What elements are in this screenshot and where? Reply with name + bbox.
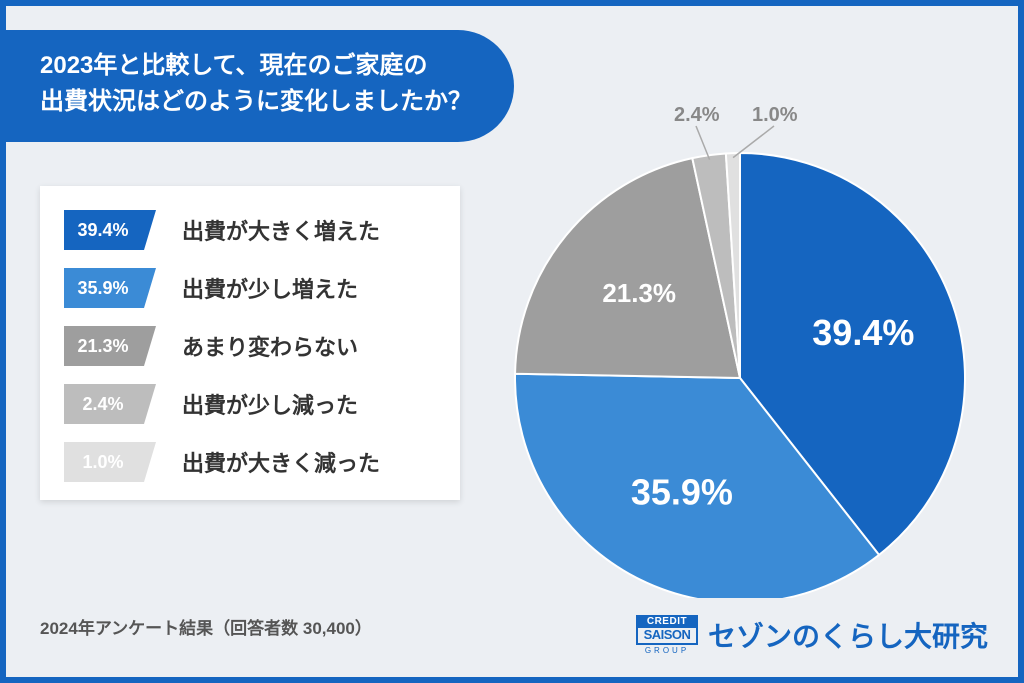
legend-row: 39.4% 出費が大きく増えた — [64, 210, 436, 250]
legend-badge: 2.4% — [64, 384, 156, 424]
pie-slice-label: 39.4% — [812, 312, 914, 353]
legend-label: 出費が大きく減った — [182, 446, 380, 478]
brand-logo-bot: GROUP — [636, 646, 698, 655]
legend-label: 出費が大きく増えた — [182, 214, 380, 246]
legend-label: あまり変わらない — [182, 330, 358, 362]
legend-card: 39.4% 出費が大きく増えた 35.9% 出費が少し増えた 21.3% あまり変わらない… — [40, 186, 460, 500]
brand-text: セゾンのくらし大研究 — [708, 615, 988, 655]
pie-chart: 39.4% 35.9% 21.3% 2.4% 1.0% — [480, 98, 1000, 598]
legend-pct: 39.4% — [77, 220, 128, 241]
footer-note: 2024年アンケート結果（回答者数 30,400） — [40, 614, 372, 639]
title-bar: 2023年と比較して、現在のご家庭の 出費状況はどのように変化しましたか？ — [6, 30, 514, 142]
brand-logo: CREDIT SAISON GROUP — [636, 615, 698, 654]
title-line-1: 2023年と比較して、現在のご家庭の — [40, 48, 472, 84]
pie-slice-label: 21.3% — [602, 278, 676, 308]
legend-label: 出費が少し増えた — [182, 272, 358, 304]
legend-badge: 35.9% — [64, 268, 156, 308]
infographic-frame: 2023年と比較して、現在のご家庭の 出費状況はどのように変化しましたか？ 39… — [0, 0, 1024, 683]
legend-label: 出費が少し減った — [182, 388, 358, 420]
legend-row: 2.4% 出費が少し減った — [64, 384, 436, 424]
legend-pct: 35.9% — [77, 278, 128, 299]
legend-row: 1.0% 出費が大きく減った — [64, 442, 436, 482]
legend-row: 21.3% あまり変わらない — [64, 326, 436, 366]
leader-line — [696, 126, 710, 160]
legend-badge: 1.0% — [64, 442, 156, 482]
title-line-2: 出費状況はどのように変化しましたか？ — [40, 84, 472, 120]
brand-block: CREDIT SAISON GROUP セゾンのくらし大研究 — [636, 615, 988, 655]
brand-logo-mid: SAISON — [636, 628, 698, 644]
pie-svg: 39.4% 35.9% 21.3% — [480, 98, 1000, 598]
pie-external-label: 1.0% — [752, 104, 798, 127]
legend-row: 35.9% 出費が少し増えた — [64, 268, 436, 308]
pie-slice-label: 35.9% — [631, 471, 733, 512]
legend-pct: 21.3% — [77, 336, 128, 357]
legend-pct: 2.4% — [82, 394, 123, 415]
legend-badge: 39.4% — [64, 210, 156, 250]
legend-badge: 21.3% — [64, 326, 156, 366]
pie-external-label: 2.4% — [674, 104, 720, 127]
legend-pct: 1.0% — [82, 452, 123, 473]
